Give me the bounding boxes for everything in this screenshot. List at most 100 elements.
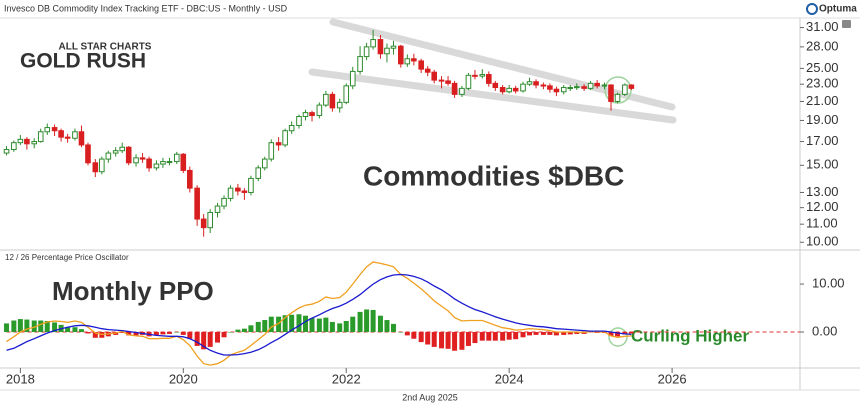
- candle-body: [349, 70, 356, 87]
- ppo-line: [6, 273, 632, 356]
- histogram-bar: [445, 332, 451, 349]
- x-tick-label: 2026: [658, 371, 687, 386]
- candle-body: [214, 205, 221, 213]
- histogram-bar: [268, 316, 274, 333]
- x-tick-label: 2022: [332, 371, 361, 386]
- histogram-bar: [377, 315, 383, 333]
- candle-body: [445, 80, 451, 84]
- histogram-bar: [296, 314, 302, 333]
- candle-body: [92, 162, 99, 173]
- candle-body: [431, 71, 438, 81]
- histogram-bar: [343, 320, 349, 333]
- candle-body: [105, 152, 112, 160]
- histogram-bar: [337, 323, 343, 333]
- histogram-bar: [390, 323, 396, 333]
- candle-body: [343, 85, 350, 103]
- candle-body: [622, 84, 628, 95]
- candle-body: [255, 167, 262, 179]
- histogram-bar: [78, 329, 84, 333]
- candle-body: [384, 47, 390, 55]
- histogram-bar: [608, 332, 614, 336]
- candle-body: [329, 93, 336, 109]
- y-tick-label: 15.00: [806, 157, 839, 172]
- candle-body: [268, 142, 275, 160]
- candle-body: [99, 158, 105, 173]
- candle-body: [275, 142, 282, 146]
- candle-body: [567, 87, 574, 90]
- histogram-bar: [628, 332, 634, 334]
- candle-body: [302, 112, 309, 117]
- candle-body: [194, 187, 200, 220]
- candle-body: [17, 138, 24, 144]
- candle-body: [472, 74, 478, 77]
- histogram-bar: [85, 332, 91, 334]
- y-tick-label: 25.00: [806, 60, 839, 75]
- candle-body: [200, 218, 207, 229]
- histogram-bar: [207, 332, 213, 347]
- y-tick-label: 11.00: [806, 216, 838, 231]
- candle-body: [547, 85, 553, 90]
- histogram-bar: [472, 332, 478, 344]
- histogram-bar: [248, 325, 254, 333]
- histogram-bar: [221, 332, 227, 338]
- candle-body: [309, 112, 315, 117]
- histogram-bar: [302, 315, 308, 333]
- panel-title: 12 / 26 Percentage Price Oscillator: [5, 253, 129, 262]
- histogram-bar: [615, 332, 621, 337]
- histogram-bar: [24, 319, 30, 333]
- candle-body: [573, 86, 580, 89]
- candle-body: [465, 74, 472, 89]
- histogram-bar: [452, 332, 458, 351]
- candle-body: [512, 87, 519, 92]
- wedge-upper: [329, 18, 676, 111]
- vendor-icon: [806, 3, 818, 15]
- candle-body: [64, 136, 71, 139]
- candle-body: [587, 82, 594, 89]
- histogram-bar: [329, 321, 335, 333]
- candle-body: [581, 86, 587, 89]
- y-tick-label: 17.00: [806, 133, 839, 148]
- histogram-bar: [506, 332, 512, 340]
- candle-body: [248, 177, 254, 193]
- chart-title: Invesco DB Commodity Index Tracking ETF …: [4, 3, 288, 13]
- candle-body: [520, 83, 526, 92]
- histogram-bar: [44, 320, 50, 333]
- histogram-bar: [370, 309, 376, 333]
- histogram-bar: [241, 328, 247, 333]
- histogram-bar: [357, 311, 363, 333]
- histogram-bar: [228, 332, 234, 333]
- candle-body: [560, 87, 567, 93]
- candle-body: [492, 82, 499, 89]
- wedge-lower: [308, 68, 677, 124]
- candle-body: [153, 163, 160, 169]
- histogram-bar: [17, 319, 23, 333]
- candle-body: [166, 161, 173, 164]
- candle-body: [424, 68, 431, 73]
- histogram-bar: [567, 332, 573, 335]
- candle-body: [31, 141, 38, 145]
- candle-body: [398, 45, 404, 65]
- candle-body: [411, 58, 417, 62]
- histogram-bar: [404, 332, 410, 336]
- histogram-bar: [215, 332, 221, 343]
- histogram-bar: [166, 332, 172, 334]
- histogram-bar: [513, 332, 519, 340]
- candle-body: [506, 87, 512, 93]
- candle-body: [288, 125, 295, 132]
- candle-body: [357, 56, 363, 72]
- histogram-bar: [92, 332, 98, 338]
- candle-body: [377, 39, 384, 55]
- date-label: 2nd Aug 2025: [402, 392, 458, 402]
- candle-body: [282, 130, 288, 146]
- candle-body: [160, 161, 166, 165]
- histogram-bar: [553, 332, 559, 336]
- histogram-bar: [38, 320, 44, 333]
- candle-body: [146, 158, 152, 169]
- candle-body: [479, 74, 486, 77]
- histogram-bar: [479, 332, 485, 341]
- candle-body: [187, 169, 193, 189]
- candle-body: [133, 157, 139, 164]
- histogram-bar: [174, 332, 180, 333]
- candle-body: [119, 146, 125, 152]
